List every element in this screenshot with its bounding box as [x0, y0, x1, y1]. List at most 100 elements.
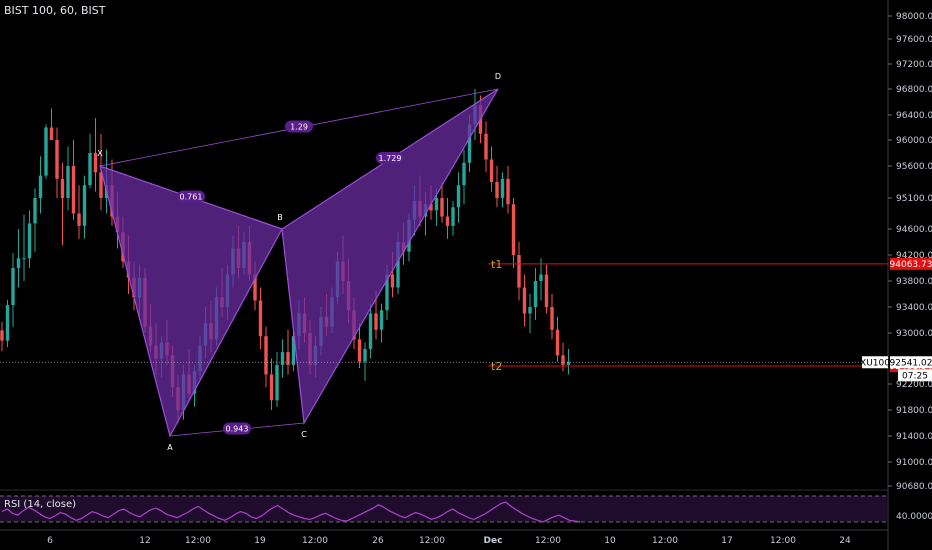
- target-lines: t1 t2: [0, 258, 888, 373]
- candle: [522, 274, 527, 327]
- time-tick-label: 10: [604, 536, 616, 546]
- candle: [0, 321, 4, 351]
- candle: [88, 133, 92, 189]
- candle: [550, 294, 554, 340]
- candle: [500, 172, 505, 208]
- ratio-label: 0.943: [223, 422, 251, 435]
- price-tick-label: 91800.00: [896, 406, 932, 416]
- candle: [357, 323, 362, 369]
- countdown-tag: 07:25: [898, 369, 932, 382]
- rsi-indicator-label[interactable]: RSI (14, close): [4, 499, 77, 510]
- harmonic-pattern: X A B C D 0.761 0.943 1.729 1.29: [97, 72, 501, 452]
- pattern-point-label: B: [277, 213, 283, 222]
- price-tick-label: 91000.00: [896, 458, 932, 468]
- target-price-tag: 94063.73: [890, 257, 932, 270]
- candle: [33, 188, 37, 252]
- candle: [555, 316, 560, 362]
- time-tick-label: 12:00: [185, 536, 211, 546]
- target-t1: t1: [488, 258, 888, 271]
- price-tick-label: 93400.00: [896, 303, 932, 313]
- candle: [44, 124, 48, 179]
- time-axis[interactable]: 6 12 12:00 19 12:00 26 12:00 Dec 12:00 10 12:00 17 1…: [47, 536, 851, 546]
- price-tick-label: 96400.00: [896, 111, 932, 121]
- candle: [77, 185, 81, 239]
- candle: [280, 339, 285, 378]
- price-tick-label: 98000.00: [896, 12, 932, 22]
- pattern-point-label: D: [495, 72, 501, 81]
- price-tick-label: 97200.00: [896, 60, 932, 70]
- candle: [451, 201, 455, 236]
- last-price-tag: 92541.02: [890, 356, 932, 369]
- rsi-pane: [0, 495, 888, 523]
- candle: [462, 149, 466, 205]
- candle: [533, 268, 538, 320]
- price-tick-label: 92200.00: [896, 380, 932, 390]
- candle: [269, 358, 274, 410]
- rsi-level-label: 40.0000: [896, 512, 932, 522]
- candle: [258, 287, 263, 349]
- chart-title: BIST 100, 60, BIST: [4, 4, 106, 17]
- candle: [22, 214, 26, 281]
- candle: [495, 166, 499, 208]
- svg-text:0.761: 0.761: [180, 193, 203, 202]
- svg-text:0.943: 0.943: [226, 425, 249, 434]
- candle: [27, 210, 32, 268]
- time-tick-label: 12:00: [652, 536, 678, 546]
- price-tick-label: 93800.00: [896, 277, 932, 287]
- candle: [566, 348, 571, 375]
- candle: [66, 146, 70, 211]
- time-tick-label: 12:00: [535, 536, 561, 546]
- candle: [93, 118, 98, 192]
- candle: [363, 342, 367, 381]
- candle: [561, 342, 565, 372]
- pattern-triangle-bcd: [281, 88, 499, 425]
- pattern-point-label: A: [167, 443, 173, 452]
- candle: [445, 198, 450, 239]
- pattern-point-label: C: [301, 430, 307, 439]
- candle: [506, 166, 510, 214]
- price-axis[interactable]: 94063.7392481.54XU10092541.0207:2598000.…: [860, 12, 932, 522]
- candle: [71, 140, 76, 220]
- svg-text:XU100: XU100: [860, 358, 890, 368]
- svg-text:07:25: 07:25: [902, 371, 928, 381]
- price-tick-label: 95600.00: [896, 162, 932, 172]
- price-tick-label: 96800.00: [896, 85, 932, 95]
- time-tick-label: 12:00: [419, 536, 445, 546]
- time-tick-label: 19: [254, 536, 266, 546]
- time-tick-label: 12:00: [770, 536, 796, 546]
- candle: [38, 156, 43, 214]
- time-tick-label: 12:00: [302, 536, 328, 546]
- target-label: t1: [491, 258, 502, 271]
- price-tick-label: 90680.00: [896, 482, 932, 492]
- pattern-point-label: X: [97, 149, 103, 158]
- svg-text:1.29: 1.29: [290, 123, 308, 132]
- candle: [544, 264, 549, 314]
- price-tick-label: 96000.00: [896, 136, 932, 146]
- price-tick-label: 93000.00: [896, 329, 932, 339]
- candle: [456, 172, 461, 223]
- rsi-line: [1, 501, 581, 523]
- candle: [60, 162, 65, 246]
- price-tick-label: 91400.00: [896, 432, 932, 442]
- candle: [286, 329, 290, 375]
- candle: [379, 303, 384, 343]
- svg-text:1.729: 1.729: [379, 154, 402, 163]
- rsi-band: [0, 496, 888, 522]
- ratio-label: 1.729: [376, 152, 404, 164]
- time-tick-label: 17: [721, 536, 732, 546]
- candle: [489, 146, 494, 192]
- candle: [82, 175, 87, 239]
- price-tick-label: 97600.00: [896, 35, 932, 45]
- time-tick-label: 26: [372, 536, 384, 546]
- target-t2: t2: [488, 360, 888, 373]
- candle: [275, 352, 279, 407]
- candle: [511, 198, 516, 268]
- svg-text:92541.02: 92541.02: [890, 358, 932, 368]
- candle: [368, 303, 373, 359]
- candle: [528, 294, 532, 333]
- candle: [517, 242, 521, 301]
- price-tick-label: 94200.00: [896, 251, 932, 261]
- candle: [264, 326, 268, 388]
- price-tick-label: 95100.00: [896, 194, 932, 204]
